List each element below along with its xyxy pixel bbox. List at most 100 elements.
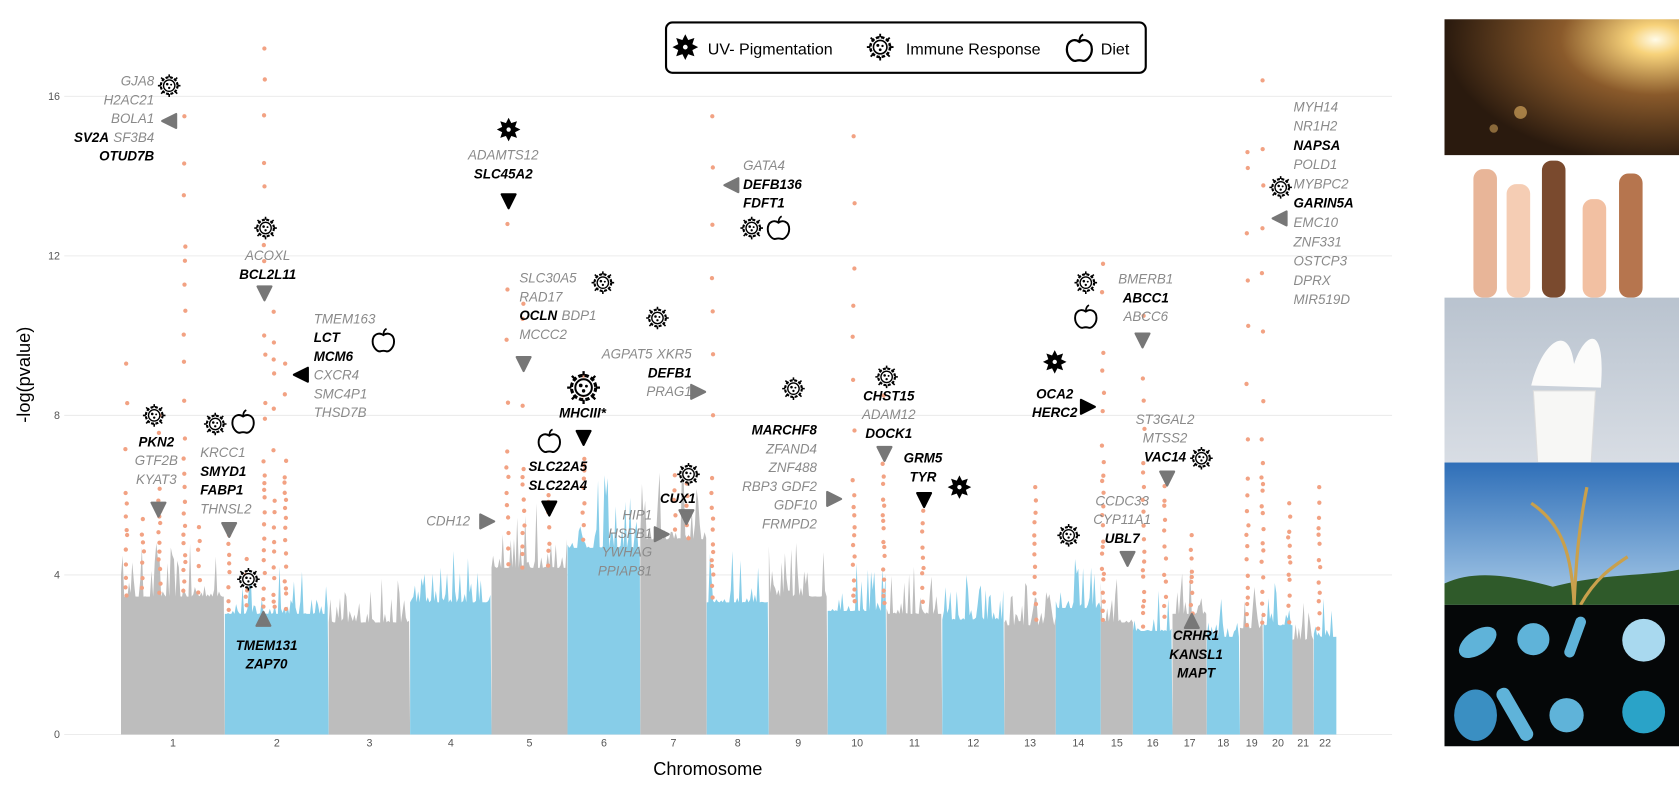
peak-dot bbox=[673, 513, 678, 518]
peak-dot bbox=[182, 523, 188, 529]
peak-dot bbox=[283, 361, 288, 366]
gene-line: DPRX bbox=[1294, 273, 1332, 288]
peak-dot bbox=[271, 592, 276, 598]
chromosome-bulk bbox=[410, 550, 492, 735]
chromosome-bulk bbox=[1172, 566, 1207, 735]
gene-label: FDFT1 bbox=[743, 196, 785, 211]
gene-line: OCLN BDP1 bbox=[519, 308, 596, 323]
peak-dot bbox=[709, 558, 714, 563]
icon-virus bbox=[1189, 446, 1214, 471]
peak-dot bbox=[1259, 559, 1264, 564]
peak-dot bbox=[124, 593, 129, 598]
peak-dot bbox=[1101, 473, 1106, 478]
peak-dot bbox=[226, 607, 231, 612]
peak-dot bbox=[182, 258, 188, 263]
gene-line: PPIAP81 bbox=[598, 563, 652, 578]
peak-dot bbox=[262, 480, 267, 486]
peak-dot bbox=[1162, 503, 1167, 508]
peak-dot bbox=[881, 567, 886, 572]
peak-dot bbox=[1032, 591, 1037, 596]
peak-dot bbox=[1244, 381, 1249, 387]
peak-dot bbox=[1141, 509, 1146, 514]
gene-line: MAPT bbox=[1177, 666, 1217, 681]
gene-line: CUX1 bbox=[660, 491, 696, 506]
peak-dot bbox=[1142, 549, 1147, 554]
gene-label: MARCHF8 bbox=[752, 423, 818, 438]
gene-line: KRCC1 bbox=[200, 445, 245, 460]
x-tick-label: 3 bbox=[366, 737, 372, 749]
gene-label: MCCC2 bbox=[519, 327, 567, 342]
peak-dot bbox=[1259, 437, 1264, 442]
gene-line: DOCK1 bbox=[865, 426, 912, 441]
peak-dot bbox=[582, 468, 587, 473]
peak-dot bbox=[1162, 483, 1167, 489]
x-tick-label: 6 bbox=[601, 737, 607, 749]
peak-dot bbox=[1261, 399, 1266, 404]
gene-line: ABCC1 bbox=[1122, 290, 1169, 305]
peak-dot bbox=[546, 493, 551, 498]
peak-dot bbox=[1141, 484, 1147, 490]
peak-dot bbox=[1100, 523, 1106, 528]
peak-dot bbox=[261, 597, 266, 602]
peak-dot bbox=[521, 466, 526, 472]
chromosome-bulk bbox=[1055, 558, 1101, 735]
peak-dot bbox=[263, 352, 268, 357]
pointer bbox=[826, 490, 843, 507]
x-axis-title: Chromosome bbox=[653, 759, 762, 779]
gene-label: ZNF488 bbox=[768, 460, 818, 475]
peak-dot bbox=[1162, 528, 1167, 533]
gene-line: AGPAT5 XKR5 bbox=[601, 347, 693, 362]
gene-label: ABCC6 bbox=[1122, 309, 1168, 324]
peak-dot bbox=[1244, 557, 1249, 562]
gene-line: FDFT1 bbox=[743, 196, 785, 211]
peak-dot bbox=[850, 334, 855, 339]
peak-dot bbox=[1260, 488, 1265, 493]
peak-dot bbox=[182, 114, 187, 119]
icon-virus bbox=[203, 412, 228, 436]
peak-dot bbox=[1245, 544, 1250, 549]
peak-dot bbox=[271, 448, 276, 453]
peak bbox=[123, 361, 130, 598]
gene-line: ZNF488 bbox=[768, 460, 818, 475]
peak-dot bbox=[1259, 270, 1265, 276]
peak-dot bbox=[1141, 398, 1146, 403]
gene-line: KYAT3 bbox=[136, 472, 177, 487]
peak-dot bbox=[709, 276, 715, 281]
peak-dot bbox=[1032, 541, 1037, 546]
gene-label: DOCK1 bbox=[865, 426, 912, 441]
peak-dot bbox=[261, 586, 266, 591]
peak-dot bbox=[183, 244, 188, 249]
peak-dot bbox=[182, 436, 188, 441]
peak-dot bbox=[271, 309, 276, 314]
peak-dot bbox=[547, 541, 552, 546]
x-tick-label: 2 bbox=[274, 737, 280, 749]
peak-dot bbox=[1163, 594, 1169, 600]
gene-label: RAD17 bbox=[519, 289, 563, 304]
peak-dot bbox=[283, 586, 289, 591]
peak-dot bbox=[282, 490, 287, 495]
peak bbox=[850, 134, 857, 604]
peak-dot bbox=[261, 113, 267, 118]
peak-dot bbox=[506, 562, 511, 567]
peak-dot bbox=[852, 493, 857, 498]
peak-dot bbox=[1245, 437, 1251, 442]
peak-dot bbox=[1032, 574, 1037, 580]
gene-label: YWHAG bbox=[602, 545, 653, 560]
legend-box bbox=[664, 21, 1147, 74]
y-tick-label: 4 bbox=[54, 570, 60, 582]
peak-dot bbox=[1244, 508, 1250, 514]
gene-line: VAC14 bbox=[1144, 449, 1187, 464]
chromosome-bulk bbox=[1206, 598, 1240, 735]
peak-dot bbox=[123, 575, 129, 580]
chromosome-bulk bbox=[1292, 602, 1314, 735]
peak-dot bbox=[1141, 537, 1147, 542]
gene-label: ZNF331 bbox=[1293, 234, 1342, 249]
peak bbox=[261, 46, 268, 609]
peak-dot bbox=[283, 606, 289, 612]
peak-dot bbox=[1260, 226, 1265, 231]
peak-dot bbox=[1244, 611, 1249, 617]
peak-dot bbox=[123, 447, 128, 452]
peak-dot bbox=[283, 564, 289, 569]
icon-sun bbox=[1042, 350, 1067, 374]
peak-dot bbox=[140, 560, 145, 565]
